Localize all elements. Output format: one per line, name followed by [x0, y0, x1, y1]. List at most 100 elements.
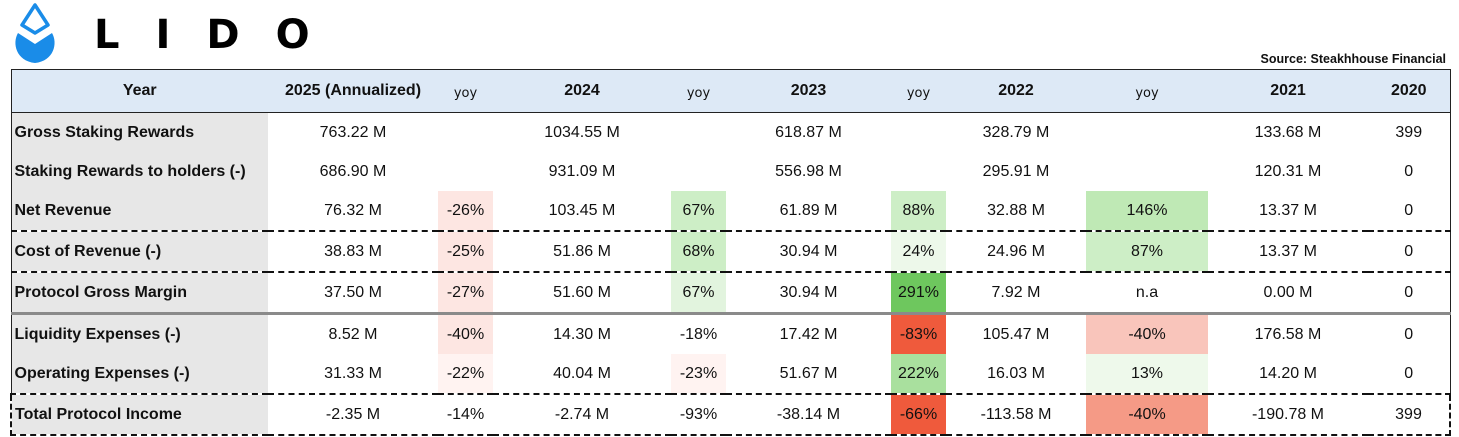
value-cell: 7.92 M — [946, 272, 1086, 315]
header-year: Year — [11, 69, 268, 113]
value-cell: 17.42 M — [779, 325, 838, 343]
value-cell: 931.09 M — [548, 162, 616, 180]
value-cell: 31.33 M — [268, 354, 438, 395]
value-cell: 37.50 M — [268, 272, 438, 315]
yoy-cell — [438, 113, 493, 153]
table-row: Liquidity Expenses (-) 8.52 M -40% 14.30 M -… — [11, 313, 1450, 354]
row-label: Gross Staking Rewards — [11, 112, 268, 152]
header-yoy: yoy — [891, 69, 946, 113]
yoy-cell: 87% — [1086, 231, 1208, 273]
value-cell: 38.83 M — [268, 231, 438, 273]
value-cell: -113.58 M — [946, 394, 1086, 436]
value-cell: 686.90 M — [319, 162, 387, 180]
value-cell: 61.89 M — [726, 191, 891, 232]
value-cell: 295.91 M — [982, 162, 1050, 180]
value-cell: -38.14 M — [726, 394, 891, 436]
value-cell: 8.52 M — [328, 325, 378, 343]
value-cell: 13.37 M — [1208, 191, 1368, 232]
yoy-cell: -40% — [1086, 313, 1208, 354]
yoy-cell — [1086, 152, 1208, 191]
yoy-cell: 68% — [671, 231, 726, 273]
table-row: Operating Expenses (-) 31.33 M -22% 40.04 M… — [11, 354, 1450, 395]
row-label: Net Revenue — [11, 191, 268, 232]
yoy-cell — [438, 152, 493, 191]
value-cell: -2.35 M — [268, 394, 438, 436]
value-cell: 0 — [1368, 231, 1450, 273]
header-yoy: yoy — [1086, 69, 1208, 113]
yoy-cell: 146% — [1086, 191, 1208, 232]
value-cell: 556.98 M — [775, 162, 842, 180]
value-cell: 14.30 M — [553, 325, 611, 343]
yoy-cell: -25% — [438, 231, 493, 273]
value-cell: 13.37 M — [1208, 231, 1368, 273]
yoy-cell: n.a — [1086, 272, 1208, 315]
value-cell: 24.96 M — [946, 231, 1086, 273]
header-year-2025: 2025 (Annualized) — [268, 69, 438, 113]
yoy-cell: 67% — [671, 272, 726, 315]
table-row: Gross Staking Rewards 763.22 M 1034.55 M 61… — [11, 112, 1450, 153]
table-row: Net Revenue 76.32 M -26% 103.45 M 67% 61.89 M… — [11, 191, 1450, 232]
yoy-cell: -40% — [438, 313, 493, 354]
value-cell: 1034.55 M — [544, 123, 620, 141]
yoy-cell: 24% — [891, 231, 946, 273]
yoy-cell: -23% — [671, 354, 726, 395]
value-cell: 40.04 M — [493, 354, 671, 395]
value-cell: 16.03 M — [946, 354, 1086, 395]
yoy-cell: -22% — [438, 354, 493, 395]
value-cell: 0 — [1368, 354, 1450, 395]
value-cell: 399 — [1368, 394, 1451, 436]
header-row: Year 2025 (Annualized) yoy 2024 yoy 2023 yoy 20… — [11, 69, 1450, 113]
value-cell: 0 — [1368, 272, 1450, 315]
value-cell: 51.86 M — [493, 231, 671, 273]
row-label: Cost of Revenue (-) — [11, 231, 268, 273]
value-cell: 103.45 M — [493, 191, 671, 232]
value-cell: -190.78 M — [1208, 394, 1368, 436]
yoy-cell: -40% — [1086, 394, 1208, 436]
yoy-cell: -83% — [891, 313, 946, 354]
row-label: Total Protocol Income — [10, 394, 268, 436]
yoy-cell: 222% — [891, 354, 946, 395]
lido-logo — [12, 2, 58, 66]
yoy-cell: -27% — [438, 272, 493, 315]
value-cell: 176.58 M — [1254, 325, 1322, 343]
value-cell: 76.32 M — [268, 191, 438, 232]
source-note: Source: Steakhhouse Financial — [1260, 52, 1446, 66]
value-cell: 399 — [1395, 123, 1423, 141]
value-cell: 133.68 M — [1254, 123, 1322, 141]
row-label: Operating Expenses (-) — [11, 354, 268, 395]
table-row: Staking Rewards to holders (-) 686.90 M 93… — [11, 152, 1450, 191]
value-cell: 0 — [1404, 162, 1414, 180]
yoy-cell — [671, 113, 726, 153]
header-year-2020: 2020 — [1368, 69, 1450, 113]
value-cell: 30.94 M — [726, 272, 891, 315]
table-row: Cost of Revenue (-) 38.83 M -25% 51.86 M 68%… — [11, 231, 1450, 273]
header-year-2024: 2024 — [493, 69, 671, 113]
value-cell: 0.00 M — [1208, 272, 1368, 315]
yoy-cell — [891, 113, 946, 153]
value-cell: -2.74 M — [493, 394, 671, 436]
yoy-cell: 88% — [891, 191, 946, 232]
value-cell: 30.94 M — [726, 231, 891, 273]
value-cell: 0 — [1404, 325, 1414, 343]
lido-drop-icon — [15, 3, 55, 63]
value-cell: 14.20 M — [1208, 354, 1368, 395]
value-cell: 51.60 M — [493, 272, 671, 315]
header-year-2021: 2021 — [1208, 69, 1368, 113]
value-cell: 763.22 M — [319, 123, 387, 141]
brand-wordmark: LIDO — [94, 12, 346, 58]
header-year-2023: 2023 — [726, 69, 891, 113]
row-label: Staking Rewards to holders (-) — [11, 152, 268, 191]
value-cell: 120.31 M — [1254, 162, 1322, 180]
yoy-cell: 67% — [671, 191, 726, 232]
value-cell: 51.67 M — [726, 354, 891, 395]
header-year-2022: 2022 — [946, 69, 1086, 113]
header-yoy: yoy — [671, 69, 726, 113]
row-label: Protocol Gross Margin — [11, 272, 268, 315]
yoy-cell: -26% — [438, 191, 493, 232]
value-cell: 618.87 M — [775, 123, 842, 141]
row-label: Liquidity Expenses (-) — [11, 313, 268, 354]
yoy-cell — [671, 152, 726, 191]
yoy-cell: -93% — [671, 394, 726, 436]
yoy-cell: 291% — [891, 272, 946, 315]
